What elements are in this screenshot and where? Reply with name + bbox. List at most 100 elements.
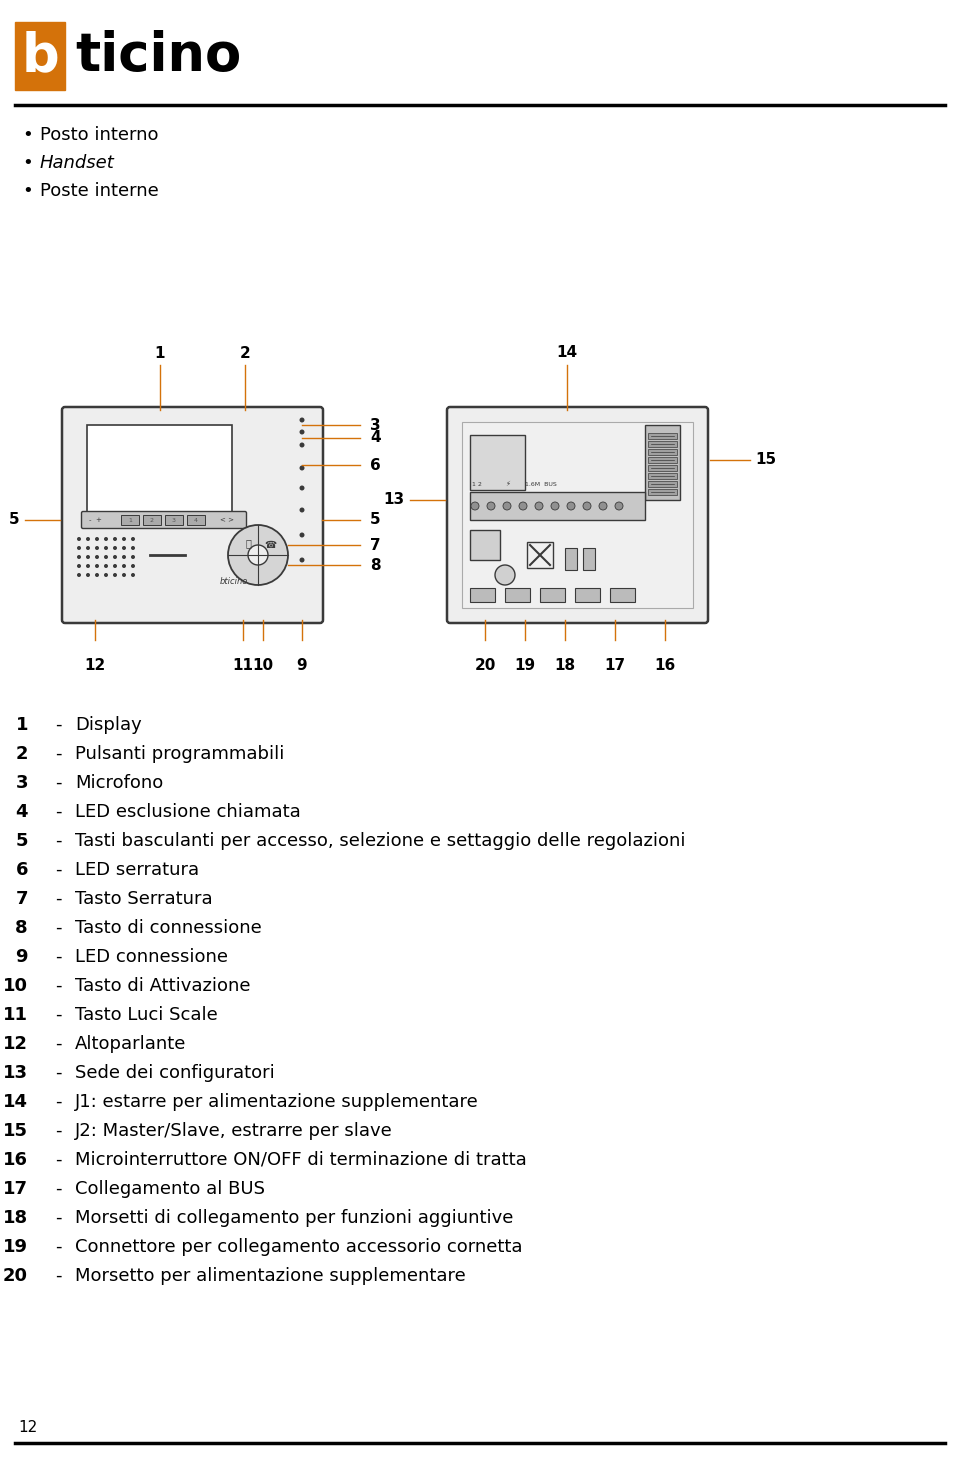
Text: 4: 4: [370, 431, 380, 445]
Circle shape: [583, 502, 591, 510]
Text: -: -: [55, 1209, 61, 1228]
Text: J1: estarre per alimentazione supplementare: J1: estarre per alimentazione supplement…: [75, 1093, 479, 1110]
Bar: [187, 516, 205, 524]
Text: 14: 14: [557, 344, 578, 360]
Circle shape: [113, 564, 117, 568]
Text: -: -: [55, 1267, 61, 1285]
Circle shape: [535, 502, 543, 510]
Text: 15: 15: [755, 453, 776, 467]
Text: ⚡: ⚡: [505, 481, 510, 486]
Bar: [583, 548, 595, 570]
Text: -: -: [55, 1064, 61, 1083]
Circle shape: [113, 538, 117, 541]
Text: 3: 3: [370, 418, 380, 432]
Circle shape: [567, 502, 575, 510]
Text: 12: 12: [84, 658, 106, 672]
Bar: [648, 481, 677, 486]
Circle shape: [77, 546, 81, 549]
Circle shape: [248, 545, 268, 565]
Text: •: •: [22, 126, 33, 144]
Text: -  +: - +: [89, 517, 102, 523]
Text: 9: 9: [297, 658, 307, 672]
Text: Microinterruttore ON/OFF di terminazione di tratta: Microinterruttore ON/OFF di terminazione…: [75, 1151, 527, 1169]
Text: 12: 12: [18, 1420, 37, 1436]
Text: 13: 13: [3, 1064, 28, 1083]
Text: Handset: Handset: [40, 154, 115, 171]
Circle shape: [104, 546, 108, 549]
Text: 16: 16: [3, 1151, 28, 1169]
Bar: [648, 441, 677, 447]
Circle shape: [228, 524, 288, 585]
Circle shape: [86, 564, 90, 568]
Circle shape: [86, 555, 90, 560]
Text: LED esclusione chiamata: LED esclusione chiamata: [75, 803, 300, 820]
Text: 4: 4: [15, 803, 28, 820]
Text: 11: 11: [3, 1006, 28, 1024]
Text: Tasto Serratura: Tasto Serratura: [75, 891, 212, 908]
Text: 5: 5: [370, 513, 380, 527]
Circle shape: [122, 573, 126, 577]
Text: 17: 17: [3, 1179, 28, 1198]
Bar: [15, 22, 65, 89]
Text: 6: 6: [370, 457, 381, 473]
Circle shape: [95, 573, 99, 577]
Text: Morsetto per alimentazione supplementare: Morsetto per alimentazione supplementare: [75, 1267, 466, 1285]
Circle shape: [300, 418, 304, 422]
Text: LED serratura: LED serratura: [75, 861, 199, 879]
Text: 7: 7: [15, 891, 28, 908]
Text: 4: 4: [194, 517, 198, 523]
Circle shape: [104, 573, 108, 577]
Text: -: -: [55, 1151, 61, 1169]
Circle shape: [86, 573, 90, 577]
Circle shape: [95, 538, 99, 541]
Text: 10: 10: [3, 977, 28, 995]
Circle shape: [95, 546, 99, 549]
Text: Tasto di Attivazione: Tasto di Attivazione: [75, 977, 251, 995]
Circle shape: [131, 546, 135, 549]
Text: 1: 1: [128, 517, 132, 523]
Bar: [648, 464, 677, 472]
Circle shape: [95, 564, 99, 568]
Text: 1 2: 1 2: [472, 482, 482, 486]
Bar: [648, 434, 677, 440]
Text: -: -: [55, 832, 61, 850]
Text: -: -: [55, 919, 61, 938]
Text: Connettore per collegamento accessorio cornetta: Connettore per collegamento accessorio c…: [75, 1238, 522, 1256]
Circle shape: [503, 502, 511, 510]
Text: 20: 20: [474, 658, 495, 672]
Text: -: -: [55, 716, 61, 734]
Circle shape: [113, 555, 117, 560]
Text: Tasto Luci Scale: Tasto Luci Scale: [75, 1006, 218, 1024]
Text: Morsetti di collegamento per funzioni aggiuntive: Morsetti di collegamento per funzioni ag…: [75, 1209, 514, 1228]
Circle shape: [77, 538, 81, 541]
Circle shape: [122, 555, 126, 560]
Text: -: -: [55, 1034, 61, 1053]
Text: -: -: [55, 1238, 61, 1256]
Circle shape: [86, 538, 90, 541]
Text: 7: 7: [370, 538, 380, 552]
Circle shape: [122, 564, 126, 568]
Bar: [143, 516, 161, 524]
Circle shape: [131, 555, 135, 560]
Circle shape: [300, 466, 304, 470]
Circle shape: [104, 564, 108, 568]
Text: -: -: [55, 977, 61, 995]
Text: -: -: [55, 774, 61, 793]
Text: •: •: [22, 154, 33, 171]
Bar: [648, 473, 677, 479]
Text: 20: 20: [3, 1267, 28, 1285]
Text: 12: 12: [3, 1034, 28, 1053]
Text: 5: 5: [15, 832, 28, 850]
Text: 2: 2: [150, 517, 154, 523]
Bar: [470, 530, 500, 560]
Text: Posto interno: Posto interno: [40, 126, 158, 144]
Text: Pulsanti programmabili: Pulsanti programmabili: [75, 746, 284, 763]
Text: 3: 3: [15, 774, 28, 793]
Text: 19: 19: [515, 658, 536, 672]
Circle shape: [300, 507, 304, 513]
Text: -: -: [55, 891, 61, 908]
Text: -: -: [55, 746, 61, 763]
Circle shape: [300, 532, 304, 538]
Text: 19: 19: [3, 1238, 28, 1256]
Circle shape: [104, 538, 108, 541]
